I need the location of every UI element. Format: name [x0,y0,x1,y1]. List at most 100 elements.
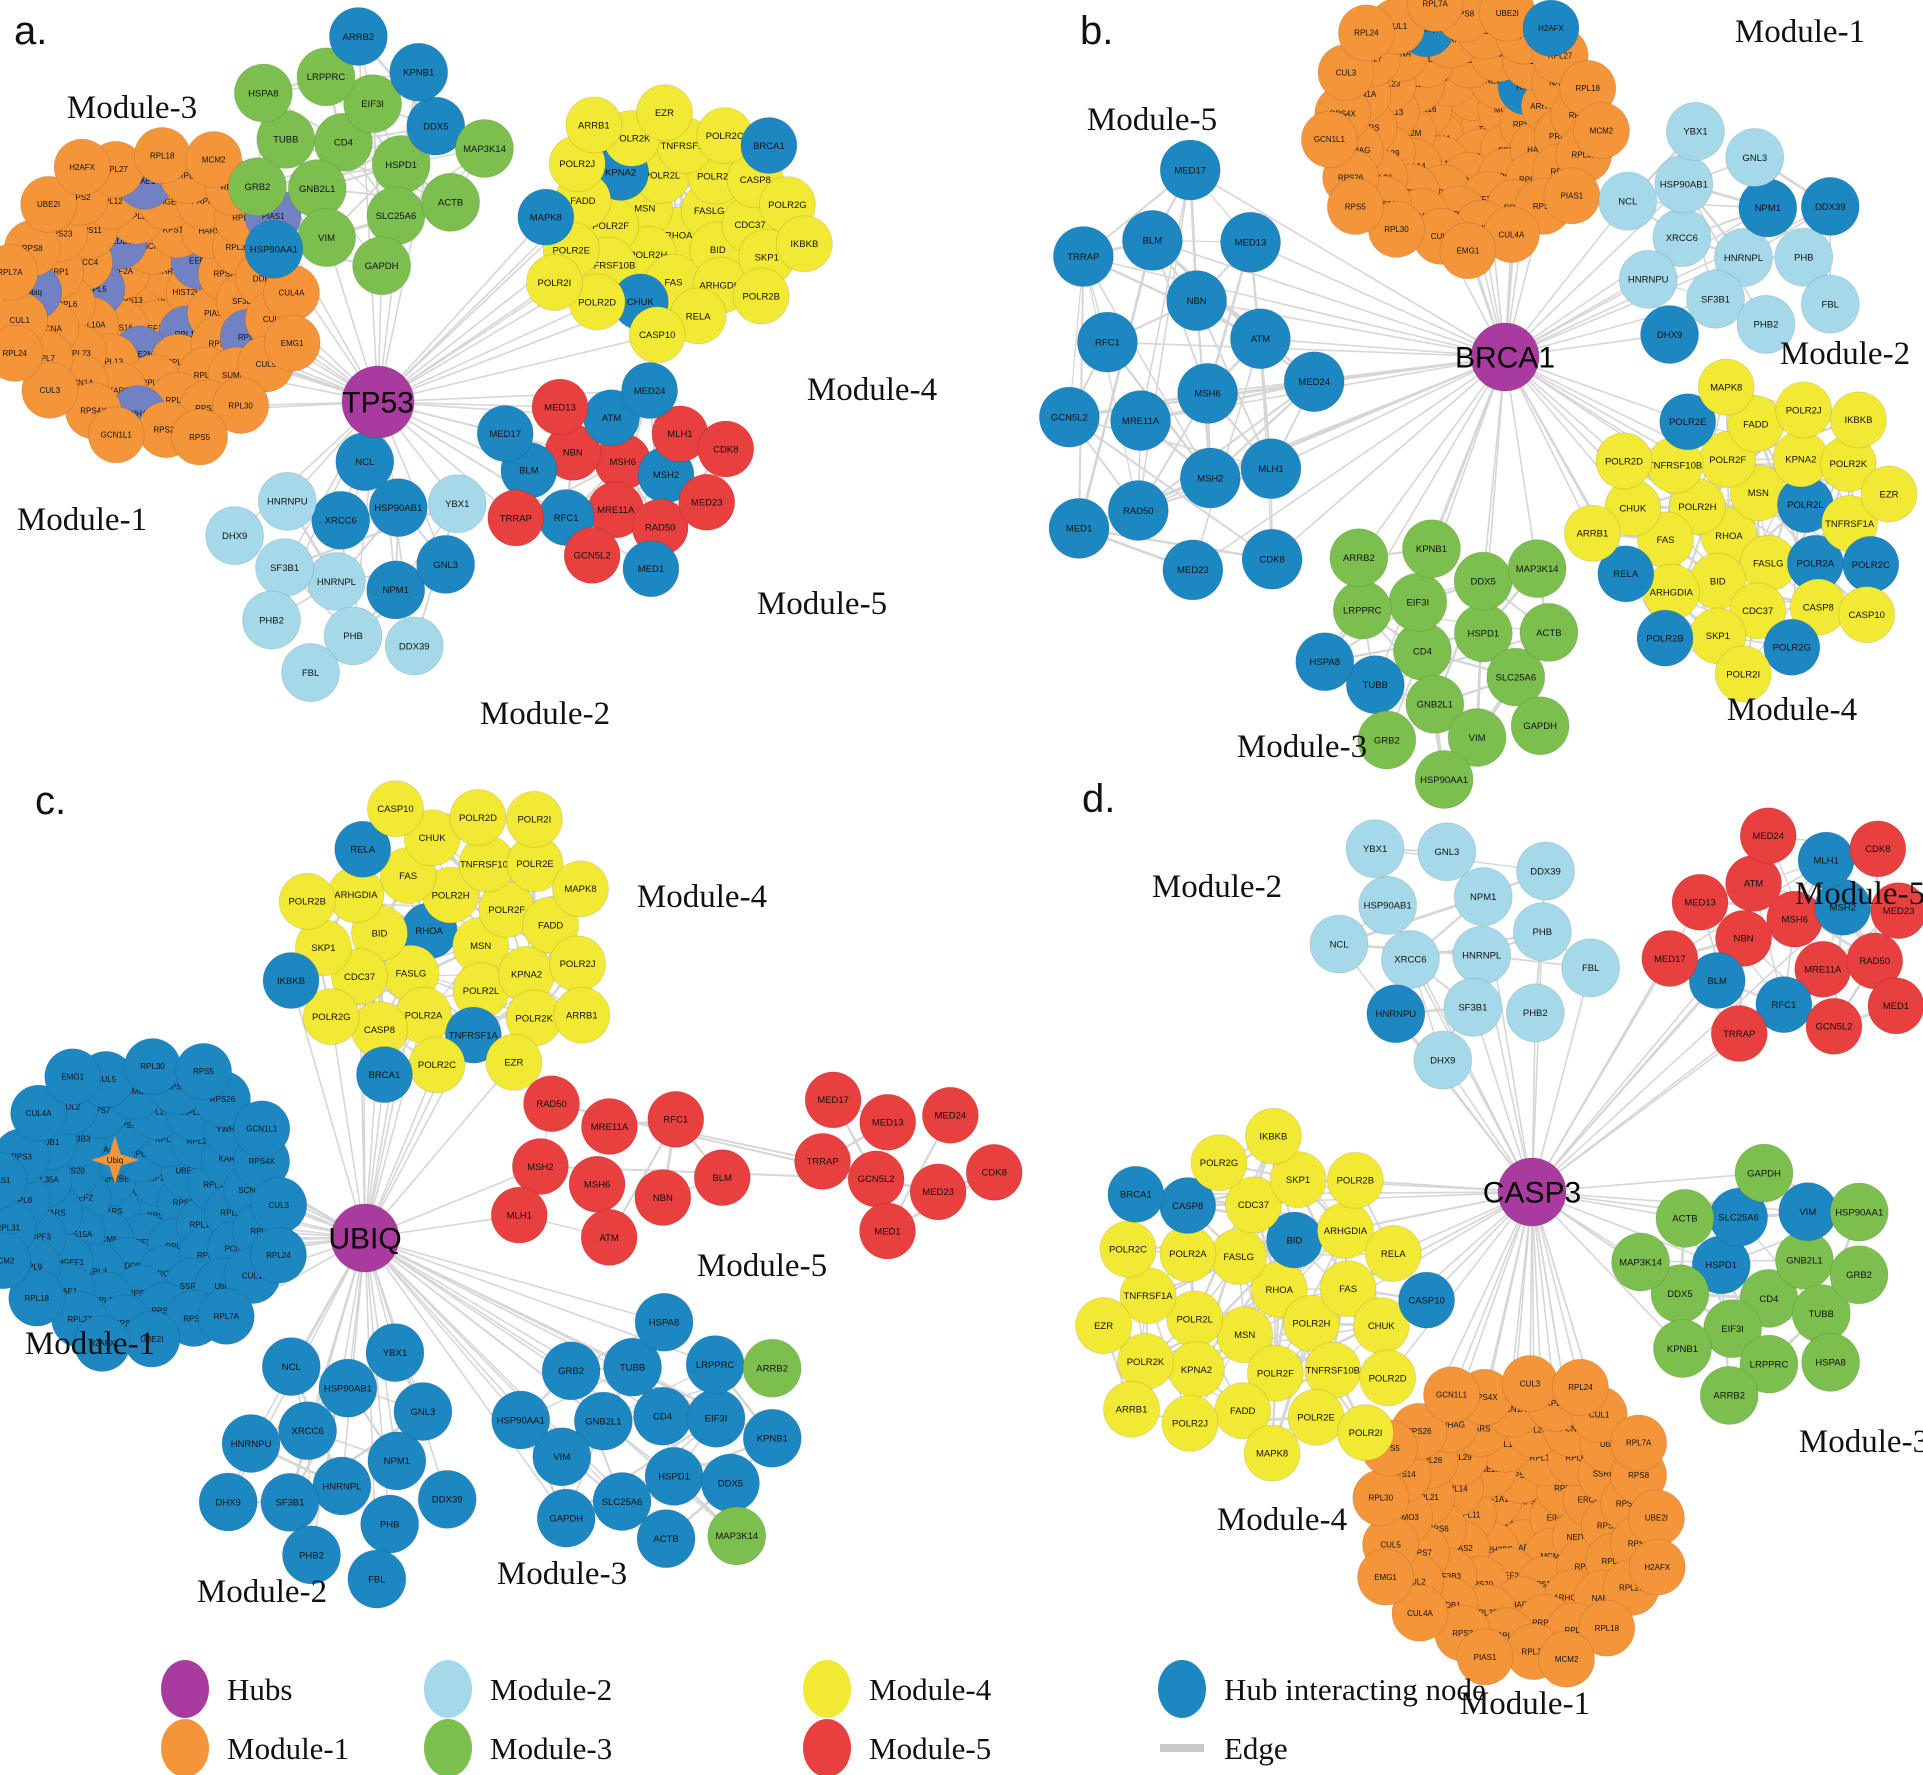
node-GCN1L1 [1300,110,1358,168]
hub-edge [1358,356,1506,559]
node-CUL3 [1501,1354,1559,1412]
hub-TP53 [341,365,415,439]
legend-swatch-icon-m2 [424,1660,472,1718]
edge [1069,416,1272,470]
hub-edge [1260,337,1506,358]
node-RPL24 [0,324,44,382]
module-title-a-m1: Module-1 [17,502,147,538]
node-EMG1 [1357,1548,1415,1606]
node-GAPDH [1510,696,1570,756]
panel-c-nodes: CUL4BRPS13TARSEEF1A1EIF2AHIST2H2BERPS16M… [0,780,1023,1609]
node-MED1 [1048,497,1110,559]
module-title-a-m3: Module-3 [67,90,197,126]
hub-edge [1270,356,1506,470]
hub-edge [1196,299,1506,358]
node-MCM2 [185,131,243,189]
edge [1375,631,1550,686]
edge [1151,239,1316,383]
node-NCL [1309,914,1369,974]
node-POLR2F [1246,1344,1304,1402]
node-EZR [485,1033,543,1091]
node-MED17 [804,1071,862,1129]
node-XRCC6 [278,1401,338,1461]
node-TUBB [1345,655,1405,715]
node-HNRNPL [1452,925,1512,985]
module-title-d-m1: Module-1 [1460,1686,1590,1722]
node-MED24 [1739,807,1797,865]
node-SKP1 [1269,1151,1327,1209]
node-MAP3K14 [1611,1232,1671,1292]
module-title-c-m2: Module-2 [197,1574,327,1610]
node-RFC1 [1076,311,1138,373]
node-UBE2I [20,175,78,233]
node-UBE2I [1627,1489,1685,1547]
node-HSP90AA1 [244,219,304,279]
node-DHX9 [1413,1030,1473,1090]
node-FBL [281,643,341,703]
node-DDX39 [384,616,444,676]
node-MED1 [858,1202,916,1260]
node-PHB [1774,227,1834,287]
node-EMG1 [1439,222,1497,280]
node-POLR2J [549,935,607,993]
node-POLR2E [1287,1388,1345,1446]
node-DDX5 [700,1453,760,1513]
hub-edge [364,1237,522,1421]
node-HNRNPL [306,551,366,611]
hub-CASP3 [1497,1157,1567,1227]
node-HSPD1 [644,1446,704,1506]
node-KPNB1 [1652,1318,1712,1378]
node-HSP90AA1 [491,1390,551,1450]
node-RPL24 [1551,1358,1609,1416]
node-GRB2 [541,1341,601,1401]
node-GCN1L1 [1423,1366,1481,1424]
node-GCN5L2 [1805,997,1863,1055]
legend-item-edge: Edge [1160,1731,1288,1766]
hub-label-UBIQ: UBIQ [328,1223,401,1256]
hub-edge [1107,341,1506,358]
node-NCL [261,1337,321,1397]
hub-edge [1430,356,1506,550]
panel-d-m1: CUL4BRPS13TARSEEF1A1EIF2AHIST2H2BERPS16M… [1352,1354,1686,1688]
node-POLR2G [302,988,360,1046]
node-PHB [1512,902,1572,962]
node-LRPPRC [1739,1334,1799,1394]
node-GAPDH [352,236,412,296]
legend-item-hubs: Hubs [161,1660,292,1718]
node-KPNB1 [742,1408,802,1468]
hub-label-TP53: TP53 [342,387,414,420]
module-title-c-m5: Module-5 [697,1248,827,1284]
legend-item-module-2: Module-2 [424,1660,612,1718]
node-POLR2J [1775,381,1833,439]
node-YBX1 [365,1323,425,1383]
legend-label: Edge [1224,1731,1288,1766]
node-RPL18 [8,1269,66,1327]
node-DDX5 [1453,551,1513,611]
node-KPNB1 [1401,519,1461,579]
hub-edge [330,1016,366,1239]
node-POLR2D [1595,432,1653,490]
legend-label: Module-4 [869,1672,992,1707]
node-ACTB [1519,602,1579,662]
panel-c-m5: MSH6MRE11ANBNMSH2RFC1ATMRAD50BLMMLH1GCN5… [490,1071,1023,1266]
node-POLR2B [1636,609,1694,667]
node-MAP3K14 [454,118,514,178]
panel-b: CUL4BRPS13TARSEEF1A1EIF2AHIST2H2BERPS16M… [1038,0,1918,809]
edge [284,502,458,569]
node-POLR2G [1763,618,1821,676]
module-title-b-m3: Module-3 [1237,729,1367,765]
legend-item-module-5: Module-5 [803,1719,991,1775]
node-NPM1 [367,1431,427,1491]
node-PIAS1 [0,1151,28,1209]
node-POLR2E [1659,393,1717,451]
node-EMG1 [263,314,321,372]
node-HNRNPL [312,1456,372,1516]
node-MCM2 [1538,1630,1596,1688]
legend-swatch-icon-m5 [803,1719,851,1775]
hub-BRCA1 [1470,322,1540,392]
node-HSP90AA1 [1414,749,1474,809]
node-TUBB [603,1337,663,1397]
node-PIAS1 [1543,167,1601,225]
